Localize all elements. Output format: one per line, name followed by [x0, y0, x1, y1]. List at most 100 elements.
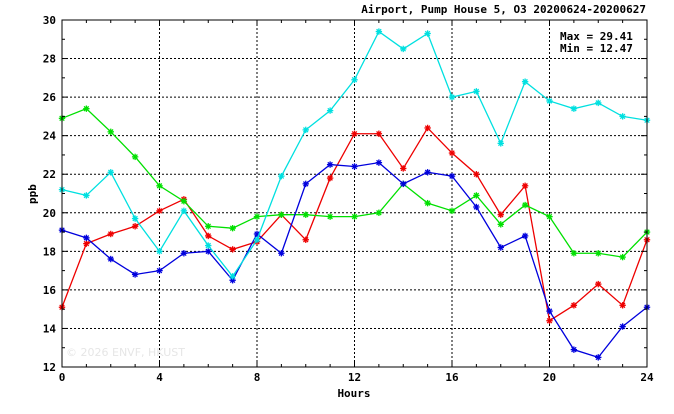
marker-stroke: [595, 354, 602, 361]
marker-stroke: [107, 256, 114, 262]
marker-stroke: [254, 237, 260, 243]
data-point: [521, 78, 529, 85]
marker-stroke: [376, 28, 382, 35]
data-point: [473, 171, 480, 178]
data-point: [448, 149, 456, 157]
data-point: [595, 280, 602, 288]
data-point: [400, 180, 407, 188]
data-point: [131, 271, 139, 278]
marker-stroke: [327, 161, 333, 168]
data-point: [107, 230, 114, 238]
marker-stroke: [132, 154, 138, 160]
data-point: [497, 244, 504, 251]
marker-stroke: [522, 78, 528, 85]
data-point: [180, 250, 188, 257]
data-point: [570, 250, 578, 257]
y-tick-label: 18: [43, 245, 56, 258]
marker-stroke: [571, 105, 577, 112]
x-tick-label: 20: [543, 371, 556, 384]
marker-stroke: [595, 281, 602, 287]
data-point: [156, 182, 163, 189]
data-point: [497, 221, 504, 228]
data-point: [497, 211, 504, 218]
data-point: [400, 45, 407, 53]
marker-stroke: [449, 173, 455, 179]
data-point: [156, 267, 163, 274]
marker-stroke: [473, 192, 480, 199]
chart-title: Airport, Pump House 5, O3 20200624-20200…: [361, 3, 646, 16]
data-point: [326, 161, 334, 168]
marker-stroke: [449, 94, 455, 100]
data-point: [83, 192, 90, 199]
data-point: [229, 225, 236, 232]
marker-stroke: [327, 175, 333, 181]
marker-stroke: [278, 250, 285, 257]
data-point: [619, 323, 626, 330]
marker-stroke: [595, 100, 602, 106]
data-point: [424, 199, 431, 207]
y-tick-label: 14: [43, 322, 57, 335]
marker-stroke: [619, 323, 626, 330]
data-point: [521, 232, 529, 240]
marker-stroke: [156, 183, 163, 189]
data-point: [253, 236, 261, 243]
data-point: [205, 248, 212, 255]
marker-stroke: [254, 213, 260, 220]
marker-stroke: [181, 208, 187, 214]
marker-stroke: [351, 213, 358, 220]
marker-stroke: [83, 105, 90, 112]
marker-stroke: [571, 302, 577, 309]
data-point: [83, 234, 90, 242]
marker-stroke: [619, 254, 626, 260]
marker-stroke: [449, 150, 455, 156]
data-point: [497, 140, 504, 147]
data-point: [326, 107, 334, 114]
x-tick-label: 16: [445, 371, 459, 384]
data-point: [278, 250, 285, 257]
marker-stroke: [156, 208, 163, 214]
data-point: [619, 113, 626, 120]
marker-stroke: [132, 215, 138, 222]
y-tick-label: 30: [43, 14, 56, 27]
data-point: [448, 207, 456, 215]
marker-stroke: [205, 223, 212, 230]
marker-stroke: [571, 250, 577, 257]
data-point: [83, 105, 90, 112]
y-tick-label: 22: [43, 168, 56, 181]
data-point: [229, 246, 236, 253]
marker-stroke: [351, 76, 358, 83]
marker-stroke: [571, 346, 577, 353]
data-point: [302, 236, 309, 243]
data-point: [546, 317, 553, 324]
data-point: [180, 198, 188, 205]
tick-labels: 0 4 8 12 16 20 24 12 14 16 18 20 22 24 26 28 30: [43, 14, 654, 384]
marker-stroke: [107, 231, 114, 237]
data-point: [400, 165, 407, 172]
marker-stroke: [449, 208, 455, 214]
data-point: [302, 180, 309, 188]
marker-stroke: [497, 140, 504, 147]
data-point: [424, 169, 431, 176]
data-point: [326, 174, 334, 182]
marker-stroke: [473, 204, 480, 210]
data-point: [473, 203, 480, 211]
data-point: [546, 213, 553, 220]
data-point: [131, 223, 139, 230]
data-point: [448, 93, 456, 101]
marker-stroke: [205, 233, 212, 239]
marker-stroke: [546, 98, 553, 104]
marker-stroke: [205, 242, 212, 249]
watermark: © 2026 ENVF, HKUST: [66, 346, 185, 359]
marker-stroke: [424, 125, 431, 131]
marker-stroke: [83, 235, 90, 241]
data-point: [351, 163, 358, 170]
marker-stroke: [181, 250, 187, 257]
marker-stroke: [473, 88, 480, 95]
data-point: [278, 172, 285, 180]
y-tick-label: 12: [43, 361, 56, 374]
marker-stroke: [229, 225, 236, 231]
marker-stroke: [302, 181, 309, 187]
